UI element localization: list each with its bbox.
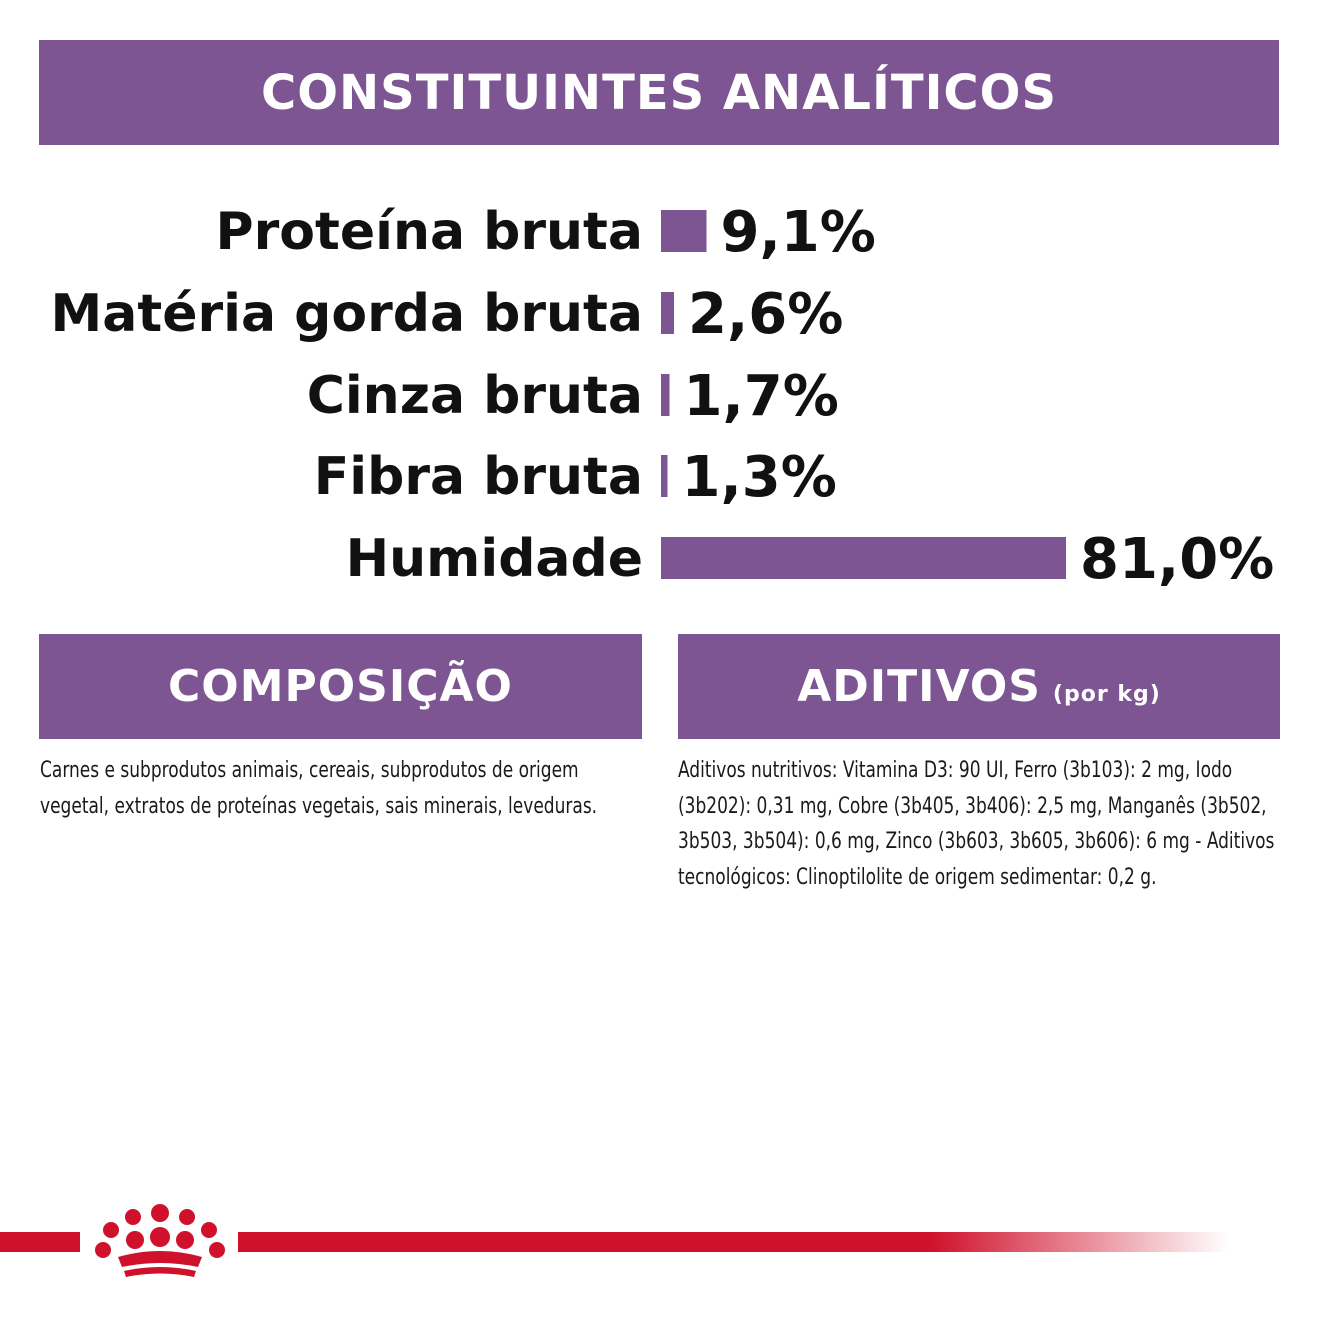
brand-footer: [0, 1204, 1228, 1277]
value-label: 81,0%: [1080, 527, 1274, 592]
bar: [661, 537, 1066, 579]
footer-line-right: [238, 1232, 1228, 1252]
composition-text: Carnes e subprodutos animais, cereais, s…: [40, 758, 598, 819]
crown-logo-icon: [95, 1204, 225, 1277]
analytical-constituents-header: CONSTITUINTES ANALÍTICOS: [39, 40, 1279, 145]
additives-text: Aditivos nutritivos: Vitamina D3: 90 UI,…: [678, 758, 1275, 890]
bar: [661, 374, 670, 416]
bar: [661, 210, 707, 252]
category-label: Cinza bruta: [307, 366, 643, 426]
bar: [661, 455, 668, 497]
additives-header: ADITIVOS (por kg): [678, 634, 1280, 739]
value-label: 9,1%: [721, 200, 876, 265]
additives-subtitle: (por kg): [1052, 682, 1161, 707]
category-label: Fibra bruta: [314, 447, 643, 507]
value-label: 1,3%: [682, 445, 837, 510]
bar: [661, 292, 674, 334]
category-label: Humidade: [346, 529, 643, 589]
value-label: 1,7%: [684, 364, 839, 429]
additives-title: ADITIVOS: [797, 661, 1041, 712]
category-label: Matéria gorda bruta: [51, 284, 643, 344]
value-label: 2,6%: [688, 282, 843, 347]
composition-header: COMPOSIÇÃO: [39, 634, 642, 739]
composition-title: COMPOSIÇÃO: [168, 661, 513, 712]
analytical-constituents-title: CONSTITUINTES ANALÍTICOS: [260, 64, 1058, 121]
category-label: Proteína bruta: [216, 202, 643, 262]
analytical-bar-chart: Proteína bruta 9,1% Matéria gorda bruta 2,6…: [51, 200, 1275, 592]
footer-line-left: [0, 1232, 80, 1252]
